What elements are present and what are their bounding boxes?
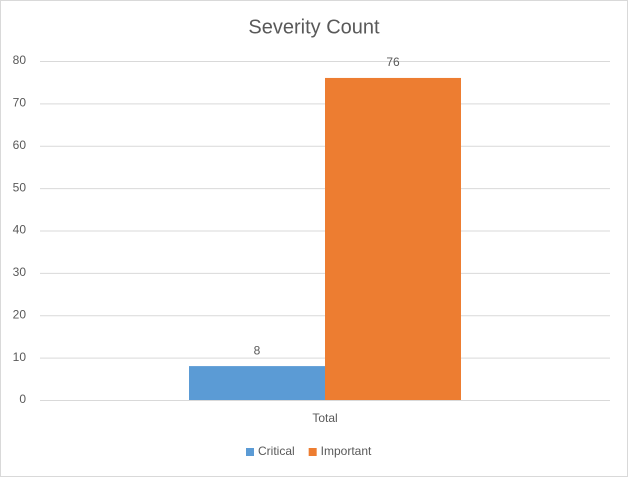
y-tick-label: 70 xyxy=(13,96,27,110)
legend-label: Important xyxy=(321,444,372,458)
y-tick-label: 20 xyxy=(13,307,27,321)
chart-title: Severity Count xyxy=(248,16,380,38)
y-tick-label: 30 xyxy=(13,265,27,279)
y-tick-label: 50 xyxy=(13,180,27,194)
legend-label: Critical xyxy=(258,444,295,458)
y-tick-label: 0 xyxy=(19,392,26,406)
y-tick-label: 80 xyxy=(13,53,27,67)
bar xyxy=(325,77,461,400)
y-tick-label: 60 xyxy=(13,138,27,152)
data-label: 8 xyxy=(254,343,261,357)
y-tick-label: 10 xyxy=(13,350,27,364)
x-tick-label: Total xyxy=(312,411,337,425)
legend-swatch xyxy=(246,448,254,456)
y-tick-label: 40 xyxy=(13,223,27,237)
data-label: 76 xyxy=(386,55,400,69)
legend-swatch xyxy=(308,448,317,456)
bar xyxy=(189,366,325,400)
